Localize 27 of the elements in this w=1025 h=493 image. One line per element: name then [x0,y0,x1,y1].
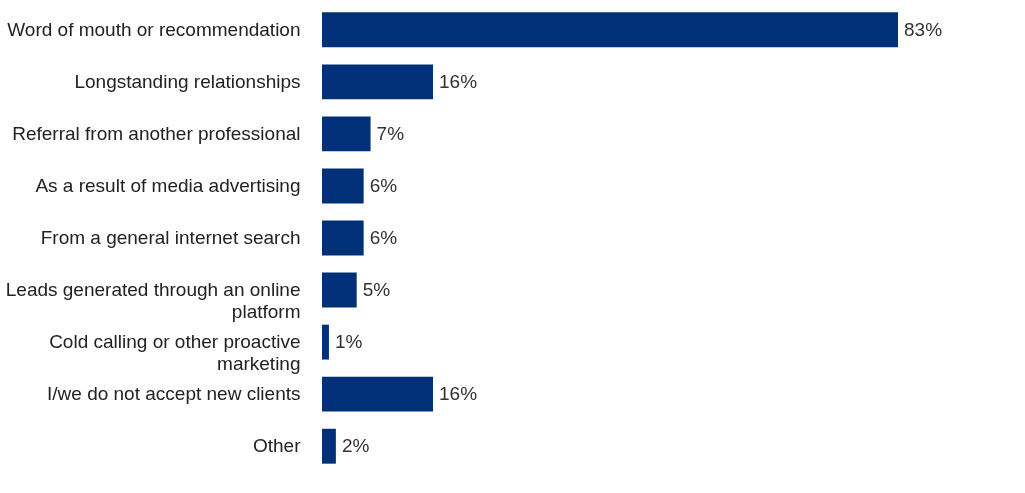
data-label: 83% [904,18,943,40]
y-tick-label: Cold calling or other proactive marketing [49,331,301,375]
y-tick-label: Referral from another professional [12,122,301,144]
bar [322,64,434,100]
y-tick-label: Longstanding relationships [74,70,301,92]
bar [322,220,364,256]
data-label: 6% [369,174,398,196]
bar [322,324,329,360]
bar [322,168,364,204]
y-tick-label: As a result of media advertising [35,174,301,196]
data-label: 6% [369,227,398,248]
y-tick-label: Leads generated through an online platform [5,279,301,323]
bar [322,272,357,308]
y-tick-label: I/we do not accept new clients [47,383,301,405]
data-label: 5% [362,279,391,301]
data-label: 2% [341,435,370,457]
data-label: 16% [439,70,478,92]
y-tick-label: Word of mouth or recommendation [7,18,301,40]
data-label: 1% [334,331,363,353]
bar [322,428,336,464]
bar [322,116,371,152]
y-tick-label: From a general internet search [40,227,301,248]
bar [322,376,434,412]
data-label: 16% [439,383,478,405]
data-label: 7% [376,122,405,144]
bar [322,12,898,48]
y-tick-label: Other [252,435,302,457]
